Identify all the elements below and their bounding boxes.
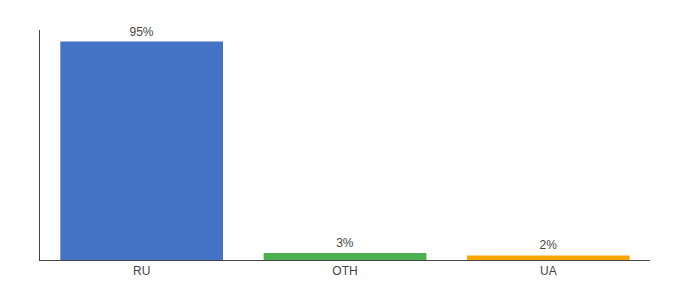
svg-text:3%: 3% (336, 236, 354, 250)
svg-text:95%: 95% (129, 25, 153, 39)
svg-text:RU: RU (133, 264, 150, 278)
svg-text:UA: UA (540, 264, 557, 278)
svg-text:2%: 2% (539, 238, 557, 252)
svg-text:OTH: OTH (332, 264, 357, 278)
